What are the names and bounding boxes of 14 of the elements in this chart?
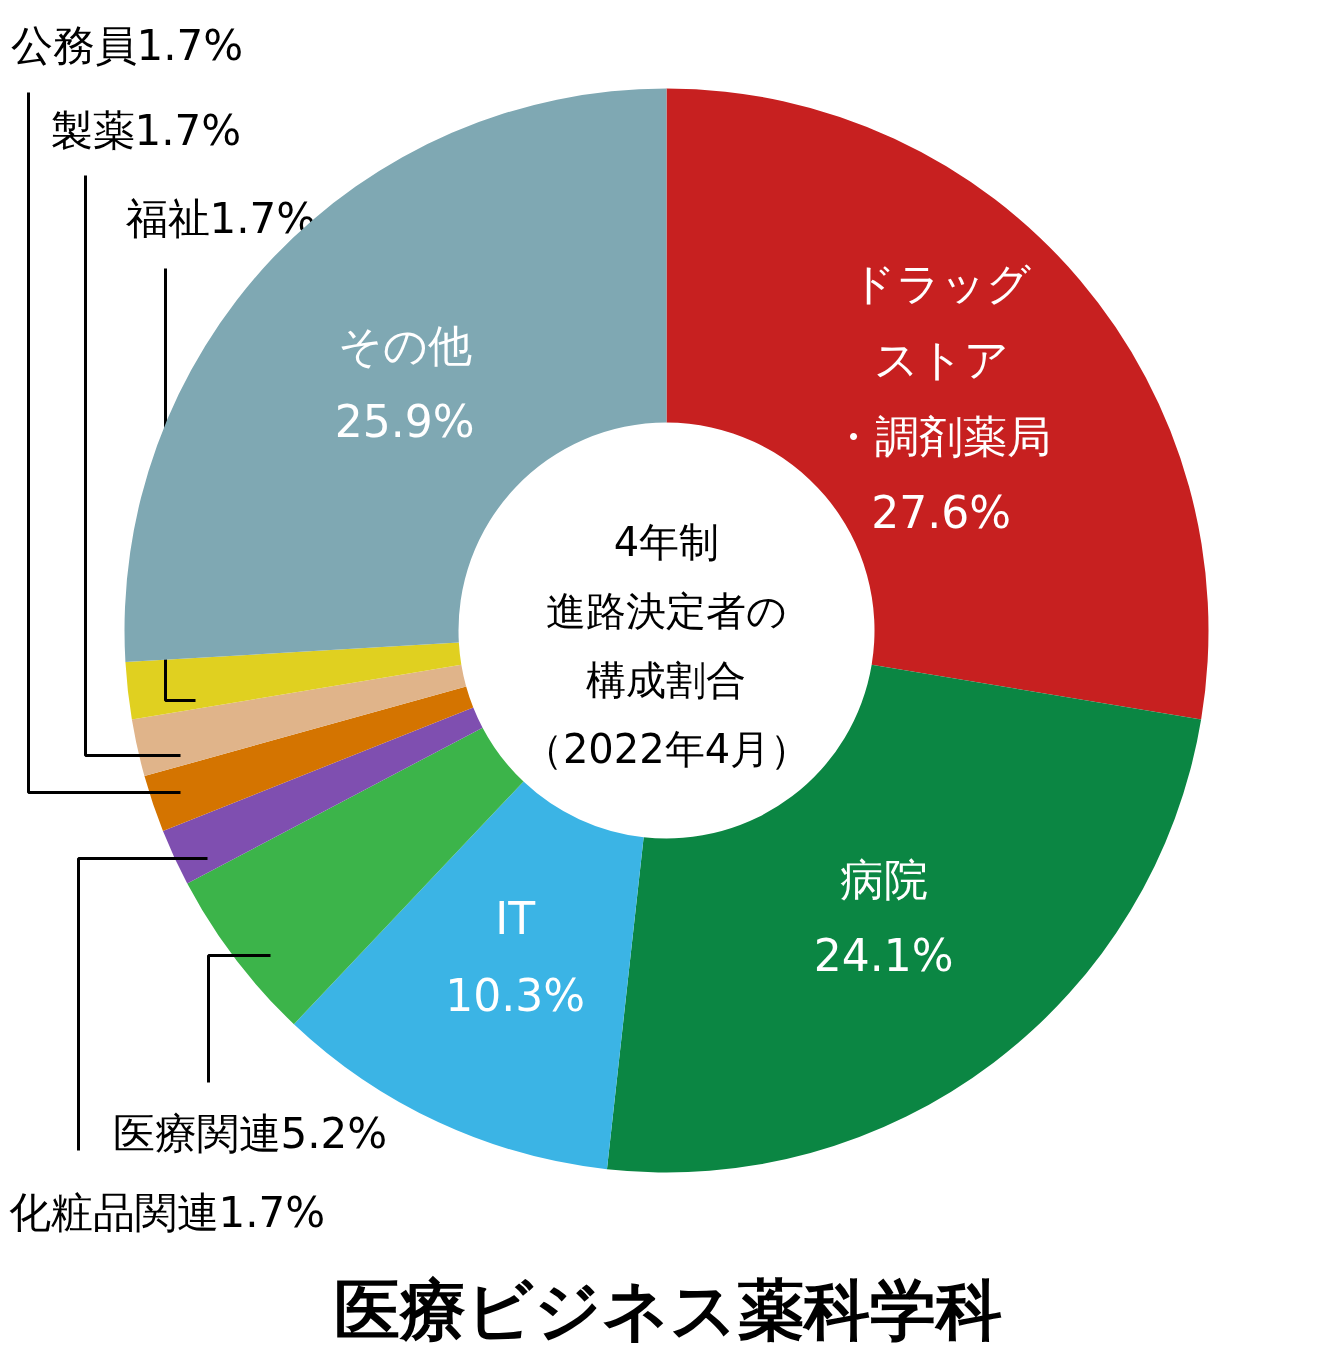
slice-label: 化粧品関連1.7%: [8, 1188, 326, 1237]
data-label: 24.1%: [813, 930, 954, 982]
text: 4年制進路決定者の構成割合（2022年4月）: [522, 519, 811, 772]
slice-label: 公務員1.7%: [10, 21, 244, 70]
slice-label: その他: [337, 319, 472, 371]
text: 医療ビジネス薬科学科: [333, 1272, 1002, 1349]
slice-label: IT: [495, 893, 536, 945]
slice-label: ドラッグストア・調剤薬局: [831, 257, 1052, 462]
slice-label: 医療関連5.2%: [112, 1109, 388, 1158]
data-label: 27.6%: [871, 487, 1012, 539]
data-label: 10.3%: [445, 969, 586, 1021]
data-label: 25.9%: [334, 396, 475, 448]
slice-label: 製薬1.7%: [50, 106, 242, 155]
slice-label: 病院: [839, 853, 928, 905]
